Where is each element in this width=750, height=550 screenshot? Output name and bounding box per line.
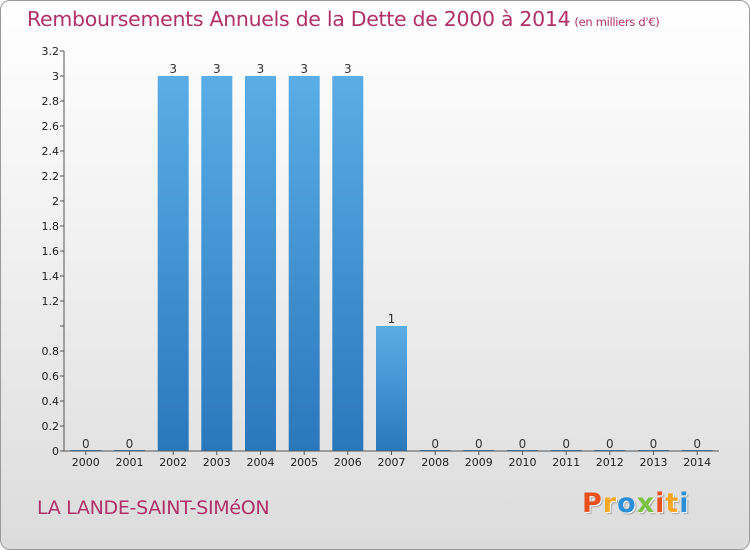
- data-label-2013: 0: [650, 437, 658, 451]
- y-tick-label-6: 1.2: [42, 295, 60, 308]
- logo-letter-2: o: [617, 488, 637, 519]
- logo-letter-5: t: [665, 488, 680, 519]
- data-label-2014: 0: [693, 437, 701, 451]
- bar-2007: [376, 326, 407, 451]
- chart-title: Remboursements Annuels de la Dette de 20…: [27, 7, 660, 31]
- logo-letter-4: i: [655, 488, 666, 519]
- x-tick-label-2005: 2005: [290, 456, 318, 469]
- x-tick-label-2014: 2014: [683, 456, 711, 469]
- bar-2003: [201, 76, 233, 451]
- logo-letter-6: i: [679, 488, 690, 519]
- y-tick-label-4: 0.8: [42, 345, 60, 358]
- data-label-2002: 3: [169, 62, 177, 76]
- logo-letter-0: P: [582, 488, 603, 519]
- x-tick-label-2001: 2001: [116, 456, 144, 469]
- y-tick-label-10: 2: [52, 195, 59, 208]
- y-tick-label-16: 3.2: [42, 45, 60, 58]
- data-label-2001: 0: [126, 437, 134, 451]
- x-tick-label-2009: 2009: [465, 456, 493, 469]
- data-label-2005: 3: [300, 62, 308, 76]
- bar-2005: [288, 76, 320, 451]
- x-tick-label-2003: 2003: [203, 456, 231, 469]
- bar-2006: [332, 76, 364, 451]
- y-tick-label-2: 0.4: [42, 395, 60, 408]
- commune-name: LA LANDE-SAINT-SIMéON: [37, 497, 270, 519]
- data-label-2011: 0: [562, 437, 570, 451]
- y-tick-label-13: 2.6: [42, 120, 60, 133]
- x-tick-label-2010: 2010: [509, 456, 537, 469]
- y-tick-label-15: 3: [52, 70, 59, 83]
- x-tick-label-2008: 2008: [421, 456, 449, 469]
- x-tick-label-2012: 2012: [596, 456, 624, 469]
- y-tick-label-3: 0.6: [42, 370, 60, 383]
- logo-letter-1: r: [602, 488, 618, 519]
- y-tick-label-8: 1.6: [42, 245, 60, 258]
- proxiti-logo[interactable]: Proxiti: [582, 488, 690, 519]
- x-tick-label-2011: 2011: [552, 456, 580, 469]
- x-tick-label-2007: 2007: [378, 456, 406, 469]
- data-label-2009: 0: [475, 437, 483, 451]
- y-tick-label-1: 0.2: [42, 420, 60, 433]
- unit-text: (en milliers d'€): [574, 15, 660, 29]
- data-label-2007: 1: [388, 312, 396, 326]
- y-tick-label-11: 2.2: [42, 170, 60, 183]
- title-text: Remboursements Annuels de la Dette de 20…: [27, 7, 571, 31]
- x-tick-label-2000: 2000: [72, 456, 100, 469]
- data-label-2000: 0: [82, 437, 90, 451]
- bar-2002: [157, 76, 189, 451]
- y-tick-label-12: 2.4: [42, 145, 60, 158]
- x-tick-label-2013: 2013: [640, 456, 668, 469]
- y-tick-label-7: 1.4: [42, 270, 60, 283]
- data-label-2006: 3: [344, 62, 352, 76]
- y-tick-label-14: 2.8: [42, 95, 60, 108]
- bar-2004: [245, 76, 276, 451]
- x-tick-label-2006: 2006: [334, 456, 362, 469]
- data-label-2010: 0: [519, 437, 527, 451]
- x-tick-label-2004: 2004: [247, 456, 275, 469]
- y-tick-label-9: 1.8: [42, 220, 60, 233]
- data-label-2003: 3: [213, 62, 221, 76]
- y-tick-label-0: 0: [52, 445, 59, 458]
- data-label-2012: 0: [606, 437, 614, 451]
- x-tick-label-2002: 2002: [159, 456, 187, 469]
- data-label-2004: 3: [257, 62, 265, 76]
- data-label-2008: 0: [431, 437, 439, 451]
- logo-letter-3: x: [636, 488, 656, 519]
